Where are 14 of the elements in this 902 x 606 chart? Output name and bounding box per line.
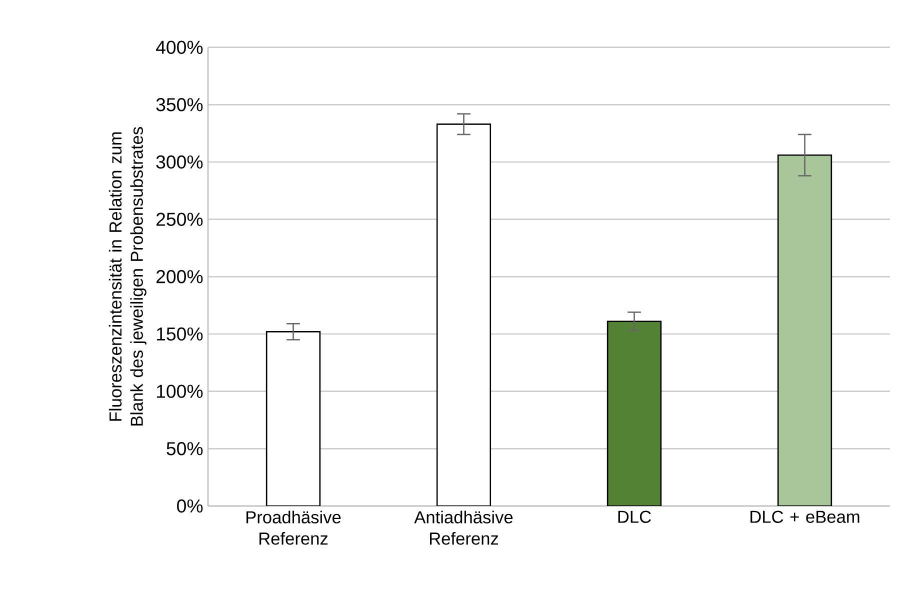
x-tick-label: Antiadhäsive Referenz [414,510,513,545]
y-tick-label: 400% [156,40,203,54]
y-tick-label: 100% [156,384,203,398]
y-tick-label: 50% [166,442,203,456]
x-tick-label: DLC [618,510,651,523]
y-tick-label: 200% [156,270,203,284]
y-tick-label: 350% [156,98,203,112]
y-tick-label: 250% [156,212,203,226]
y-tick-label: 150% [156,327,203,341]
y-tick-label: 0% [177,499,203,513]
x-tick-label: Proadhäsive Referenz [246,510,341,545]
x-tick-label: DLC + eBeam [750,510,860,523]
y-tick-label: 300% [156,155,203,169]
y-axis-title: Fluoreszenzintensität in Relation zum Blank des jeweiligen Probensubstrates [108,127,146,426]
